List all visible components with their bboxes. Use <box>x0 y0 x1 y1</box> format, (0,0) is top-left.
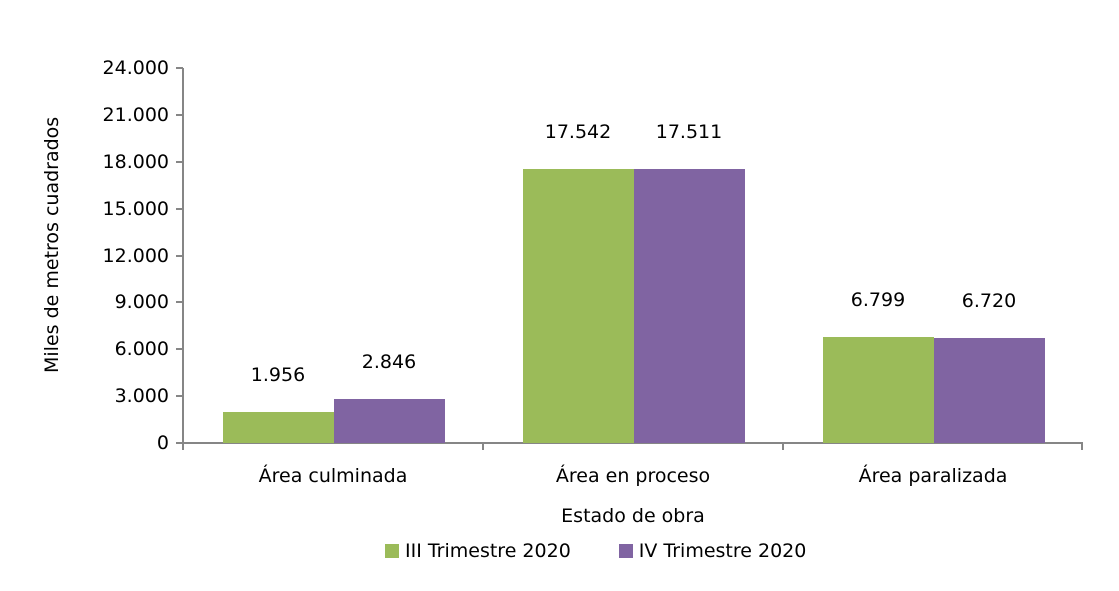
data-label: 2.846 <box>361 350 417 373</box>
y-tick-mark <box>176 348 183 351</box>
y-axis-line <box>182 68 184 444</box>
bar-iv-1 <box>634 169 745 443</box>
y-tick-label: 18.000 <box>102 150 169 173</box>
bar-iii-1 <box>523 168 634 443</box>
y-tick-label: 6.000 <box>114 338 169 361</box>
y-tick-mark <box>176 254 183 257</box>
y-tick-mark <box>176 160 183 163</box>
y-tick-label: 21.000 <box>102 103 169 126</box>
y-tick-mark <box>176 113 183 116</box>
legend-swatch-green <box>385 544 399 558</box>
bar-iii-0 <box>223 412 334 443</box>
legend-label: IV Trimestre 2020 <box>638 540 807 562</box>
x-tick-mark <box>182 443 184 450</box>
y-tick-label: 12.000 <box>102 244 169 267</box>
data-label: 1.956 <box>250 364 306 387</box>
x-tick-mark <box>1081 443 1083 450</box>
data-label: 17.511 <box>655 121 723 144</box>
category-label: Área paralizada <box>858 465 1008 487</box>
data-label: 6.799 <box>850 288 906 311</box>
legend-item-iii: III Trimestre 2020 <box>385 540 571 562</box>
y-tick-mark <box>176 207 183 210</box>
legend: III Trimestre 2020 IV Trimestre 2020 <box>385 540 854 562</box>
bar-iv-2 <box>934 338 1045 443</box>
y-tick-mark <box>176 301 183 304</box>
x-tick-mark <box>482 443 484 450</box>
y-tick-label: 0 <box>156 432 169 454</box>
y-tick-label: 9.000 <box>114 291 169 314</box>
data-label: 17.542 <box>544 120 612 143</box>
x-tick-mark <box>782 443 784 450</box>
data-label: 6.720 <box>961 290 1017 312</box>
y-tick-mark <box>176 67 183 69</box>
category-label: Área culminada <box>258 465 408 487</box>
y-tick-label: 15.000 <box>102 197 169 220</box>
category-label: Área en proceso <box>555 465 711 487</box>
y-tick-mark <box>176 442 183 444</box>
bar-iv-0 <box>334 398 445 443</box>
y-tick-label: 3.000 <box>114 385 169 408</box>
x-axis-title: Estado de obra <box>561 505 705 527</box>
legend-item-iv: IV Trimestre 2020 <box>618 540 807 562</box>
x-axis-line <box>176 442 1083 444</box>
y-tick-label: 24.000 <box>102 57 169 79</box>
y-tick-mark <box>176 395 183 398</box>
bar-iii-2 <box>823 336 934 443</box>
y-axis-title: Miles de metros cuadrados <box>41 116 63 373</box>
legend-swatch-purple <box>618 544 633 558</box>
legend-label: III Trimestre 2020 <box>405 540 571 562</box>
